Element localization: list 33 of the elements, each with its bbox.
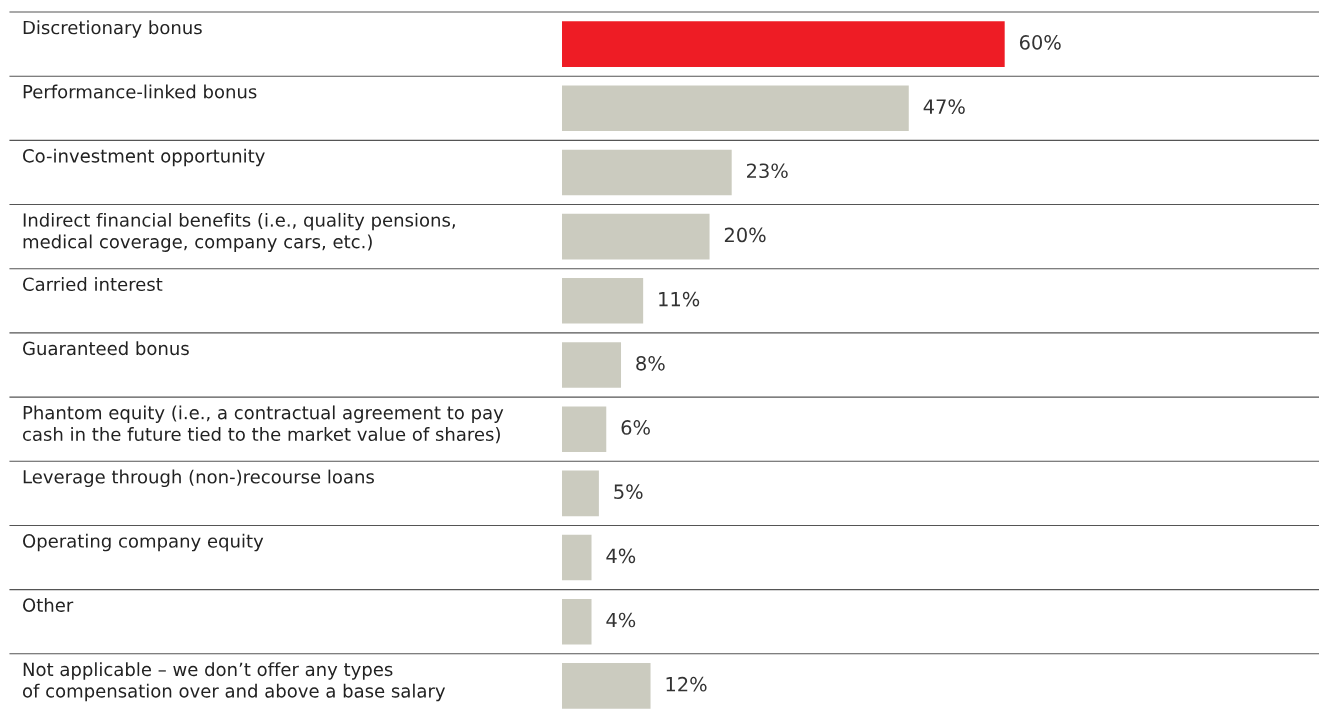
bar: [562, 342, 622, 388]
bar: [562, 406, 607, 452]
y-tick-label: Co-investment opportunity: [23, 148, 265, 167]
bar: [562, 663, 651, 709]
data-label: 20%: [724, 227, 766, 243]
bar: [562, 85, 909, 132]
data-label: 6%: [621, 420, 650, 435]
data-label: 12%: [666, 676, 707, 692]
bar: [562, 213, 710, 260]
bar: [562, 534, 592, 581]
y-tick-label: Not applicable – we don’t offer any types of compensation over and above a base salary: [23, 662, 446, 702]
bar: [562, 278, 644, 324]
data-label: 4%: [606, 612, 636, 628]
bar: [562, 470, 599, 517]
data-label: 23%: [747, 163, 788, 179]
bar: [562, 149, 732, 196]
bar: [562, 21, 1005, 67]
y-tick-label: Phantom equity (i.e., a contractual agreement to pay cash in the future tied to the market value of shares): [23, 405, 504, 444]
y-tick-label: Operating company equity: [23, 533, 264, 552]
y-tick-label: Carried interest: [23, 277, 163, 292]
y-tick-label: Leverage through (non-)recourse loans: [23, 469, 374, 488]
y-tick-label: Performance-linked bonus: [23, 84, 257, 99]
data-label: 47%: [923, 99, 965, 114]
data-label: 11%: [659, 291, 700, 307]
data-label: 60%: [1019, 35, 1061, 50]
y-tick-label: Indirect financial benefits (i.e., quality pensions, medical coverage, company cars, etc.): [23, 212, 455, 252]
data-label: 8%: [636, 355, 665, 371]
y-tick-label: Other: [23, 597, 74, 612]
data-label: 5%: [614, 484, 643, 500]
bar: [562, 598, 592, 645]
y-tick-label: Discretionary bonus: [23, 20, 202, 38]
y-tick-label: Guaranteed bonus: [23, 341, 189, 356]
data-label: 4%: [606, 548, 636, 564]
